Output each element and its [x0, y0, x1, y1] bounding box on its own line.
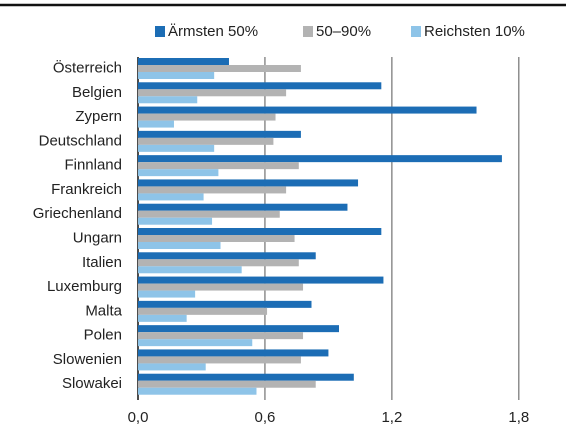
legend-label: Reichsten 10% — [424, 23, 525, 40]
bar — [138, 380, 316, 388]
bar — [138, 82, 382, 90]
legend-label: Ärmsten 50% — [168, 23, 258, 40]
x-tick-label: 1,8 — [508, 409, 529, 426]
bar — [138, 307, 268, 315]
bar — [138, 235, 295, 242]
bar — [138, 162, 299, 170]
bar — [138, 186, 287, 194]
y-tick-label: Polen — [84, 327, 122, 344]
bar — [138, 314, 187, 322]
bar — [138, 242, 221, 249]
y-tick-label: Deutschland — [39, 132, 122, 149]
bar — [138, 203, 348, 211]
y-tick-label: Malta — [85, 302, 122, 319]
bar — [138, 228, 382, 235]
bar — [138, 144, 215, 152]
bar — [138, 332, 304, 340]
y-tick-label: Luxemburg — [47, 278, 122, 295]
bar — [138, 193, 204, 201]
x-tick-label: 0,0 — [128, 409, 149, 426]
bar — [138, 106, 477, 114]
bar — [138, 339, 253, 347]
y-tick-label: Slowakei — [62, 375, 122, 392]
legend-label: 50–90% — [316, 23, 371, 40]
bar — [138, 169, 219, 177]
y-tick-label: Österreich — [53, 58, 122, 76]
bar — [138, 120, 174, 128]
y-tick-label: Slowenien — [53, 351, 122, 368]
x-tick-label: 0,6 — [255, 409, 276, 426]
bar — [138, 89, 287, 97]
bar — [138, 373, 354, 381]
x-tick-label: 1,2 — [381, 409, 402, 426]
bar — [138, 58, 229, 65]
y-tick-label: Ungarn — [73, 229, 122, 246]
bar — [138, 72, 215, 79]
bar — [138, 276, 384, 284]
y-tick-label: Finnland — [64, 157, 122, 174]
bar — [138, 179, 359, 187]
bar — [138, 290, 196, 298]
bar — [138, 130, 301, 138]
y-tick-label: Zypern — [75, 108, 122, 125]
bar — [138, 356, 301, 364]
bar — [138, 113, 276, 121]
y-tick-label: Griechenland — [33, 205, 122, 222]
bar — [138, 137, 274, 145]
bar — [138, 283, 304, 291]
bar — [138, 155, 502, 163]
bar — [138, 259, 299, 267]
legend-swatch — [155, 26, 165, 37]
bar — [138, 387, 257, 395]
legend-swatch — [303, 26, 313, 37]
y-tick-label: Italien — [82, 254, 122, 271]
bar — [138, 96, 198, 104]
bar — [138, 266, 242, 274]
y-tick-label: Frankreich — [51, 181, 122, 198]
bar — [138, 325, 339, 333]
y-tick-label: Belgien — [72, 84, 122, 101]
bar — [138, 349, 329, 357]
bar — [138, 252, 316, 260]
legend-swatch — [411, 26, 421, 37]
bar — [138, 217, 213, 225]
bar — [138, 300, 312, 308]
bar — [138, 210, 280, 218]
bar — [138, 363, 206, 371]
bar — [138, 65, 301, 72]
